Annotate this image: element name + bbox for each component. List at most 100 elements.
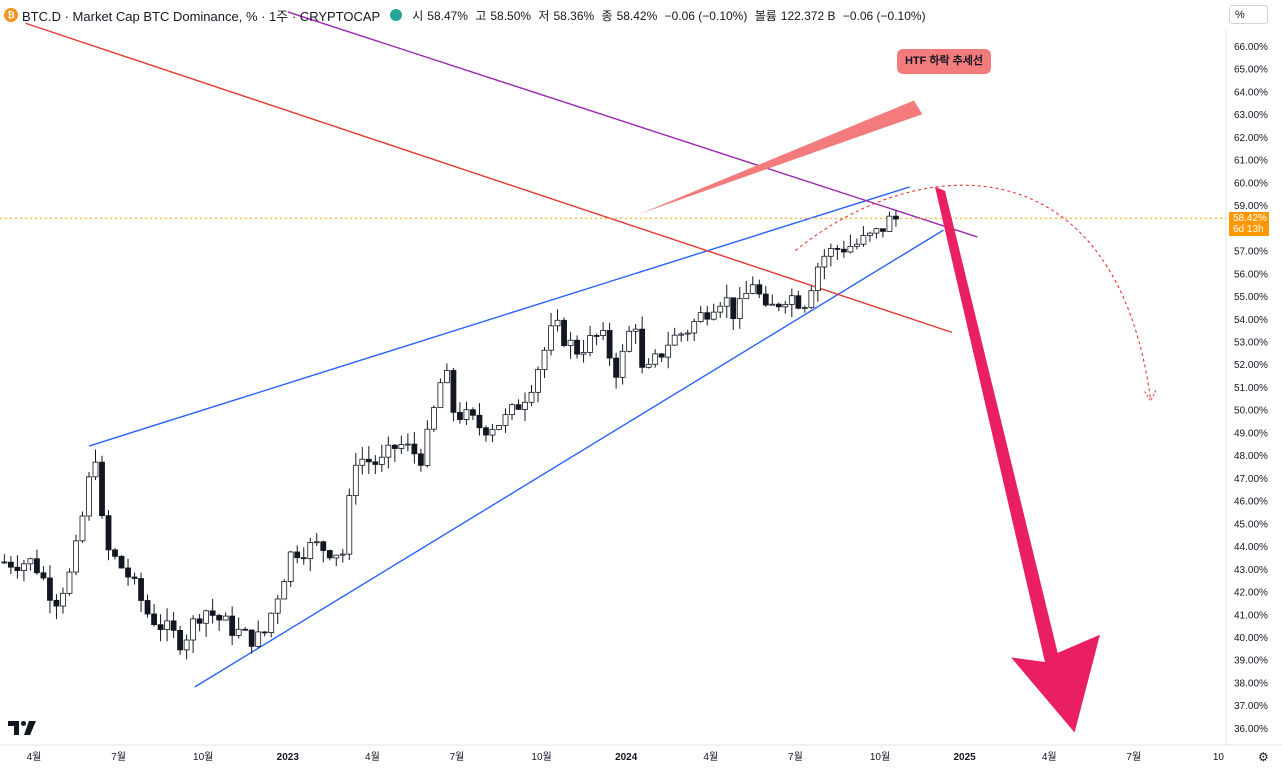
candle-body	[606, 330, 613, 359]
candle-body	[867, 232, 873, 236]
candle-body	[893, 215, 899, 220]
candle-body	[339, 553, 346, 556]
candle-body	[613, 357, 620, 378]
high-value: 58.50%	[490, 8, 532, 23]
candle-body	[561, 319, 567, 346]
y-tick-label: 36.00%	[1234, 724, 1268, 735]
candle-body	[723, 297, 730, 307]
candle-body	[658, 353, 665, 358]
trendline-layer	[0, 11, 1226, 688]
candle-body	[99, 461, 105, 517]
bearish-arrow	[934, 186, 1100, 733]
candle-body	[53, 599, 60, 607]
candle-body	[144, 600, 151, 615]
candle-body	[274, 598, 281, 614]
candle-body	[138, 578, 144, 601]
trendline-wedge-upper	[88, 186, 910, 447]
candle-body	[587, 335, 593, 353]
y-tick-label: 39.00%	[1234, 656, 1268, 667]
y-tick-label: 43.00%	[1234, 565, 1268, 576]
bitcoin-icon: ₿	[4, 8, 18, 22]
tradingview-logo-icon[interactable]	[8, 719, 36, 735]
candle-body	[287, 551, 294, 582]
candle-body	[326, 550, 333, 559]
candle-body	[704, 312, 711, 320]
axis-layer: 66.00% 65.00% 64.00% 63.00% 62.00% 61.00% 60.0…	[27, 42, 1268, 763]
candle-body	[489, 428, 496, 436]
x-tick-label: 7월	[1126, 751, 1141, 763]
y-tick-label: 40.00%	[1234, 633, 1268, 644]
candle-body	[775, 303, 782, 308]
candle-body	[151, 613, 157, 626]
y-tick-label: 45.00%	[1234, 519, 1268, 530]
candle-body	[118, 555, 125, 569]
candle-body	[391, 444, 398, 449]
y-tick-label: 49.00%	[1234, 428, 1268, 439]
scale-unit-selector[interactable]: %	[1229, 5, 1268, 24]
candle-body	[652, 353, 659, 365]
candle-body	[34, 558, 40, 574]
y-tick-label: 65.00%	[1234, 65, 1268, 76]
candle-body	[203, 610, 210, 624]
candle-body	[502, 414, 509, 426]
ohlc-values: 시 58.47% 고 58.50% 저 58.36% 종 58.42% −0.06 (−…	[412, 7, 929, 24]
candle-body	[385, 444, 392, 458]
candle-body	[170, 620, 177, 631]
y-tick-label: 38.00%	[1234, 678, 1268, 689]
y-tick-label: 60.00%	[1234, 178, 1268, 189]
candle-body	[346, 495, 353, 555]
close-label: 종	[601, 8, 613, 23]
x-tick-label: 2023	[277, 752, 300, 763]
candle-body	[450, 369, 457, 413]
candle-body	[112, 549, 118, 557]
settings-gear-icon[interactable]: ⚙	[1258, 750, 1269, 764]
candle-body	[105, 515, 112, 551]
candle-body	[209, 610, 216, 616]
candle-body	[320, 541, 327, 551]
candle-body	[697, 312, 704, 322]
candle-body	[125, 567, 131, 578]
y-tick-label: 63.00%	[1234, 110, 1268, 121]
candle-body	[248, 629, 255, 647]
candle-body	[600, 330, 606, 336]
candle-body	[515, 404, 522, 410]
candle-body	[665, 344, 672, 358]
candle-body	[333, 554, 340, 559]
candle-body	[307, 542, 314, 559]
candle-body	[470, 409, 476, 416]
candle-body	[313, 541, 320, 544]
candle-body	[437, 382, 444, 409]
candle-body	[40, 572, 47, 579]
x-tick-label: 7월	[788, 751, 803, 763]
x-tick-label: 7월	[111, 751, 126, 763]
candle-body	[860, 235, 867, 245]
candle-body	[86, 476, 92, 517]
symbol-title[interactable]: BTC.D · Market Cap BTC Dominance, % · 1주…	[22, 8, 381, 24]
volume-value: 122.372 B	[780, 8, 836, 23]
candle-body	[73, 540, 79, 573]
candle-body	[27, 558, 34, 565]
candle-body	[359, 458, 366, 466]
y-tick-label: 52.00%	[1234, 360, 1268, 371]
chart-header: ₿ BTC.D · Market Cap BTC Dominance, % · …	[0, 0, 1282, 30]
candle-body	[522, 401, 528, 410]
candle-body	[886, 215, 893, 232]
candle-body	[632, 328, 639, 332]
candle-body	[372, 461, 379, 465]
htf-annotation-label[interactable]: HTF 하락 추세선	[897, 49, 991, 74]
candle-body	[196, 618, 203, 624]
candle-body	[183, 639, 190, 651]
y-tick-label: 47.00%	[1234, 474, 1268, 485]
x-tick-label: 7월	[450, 751, 465, 763]
candle-body	[417, 453, 424, 466]
candle-body	[281, 581, 288, 600]
trendline-htf-purple	[287, 11, 978, 238]
candle-body	[827, 248, 834, 257]
candle-body	[580, 352, 587, 355]
candle-body	[678, 333, 685, 336]
candle-body	[710, 311, 717, 320]
candle-body	[619, 350, 626, 378]
candle-body	[164, 620, 170, 630]
